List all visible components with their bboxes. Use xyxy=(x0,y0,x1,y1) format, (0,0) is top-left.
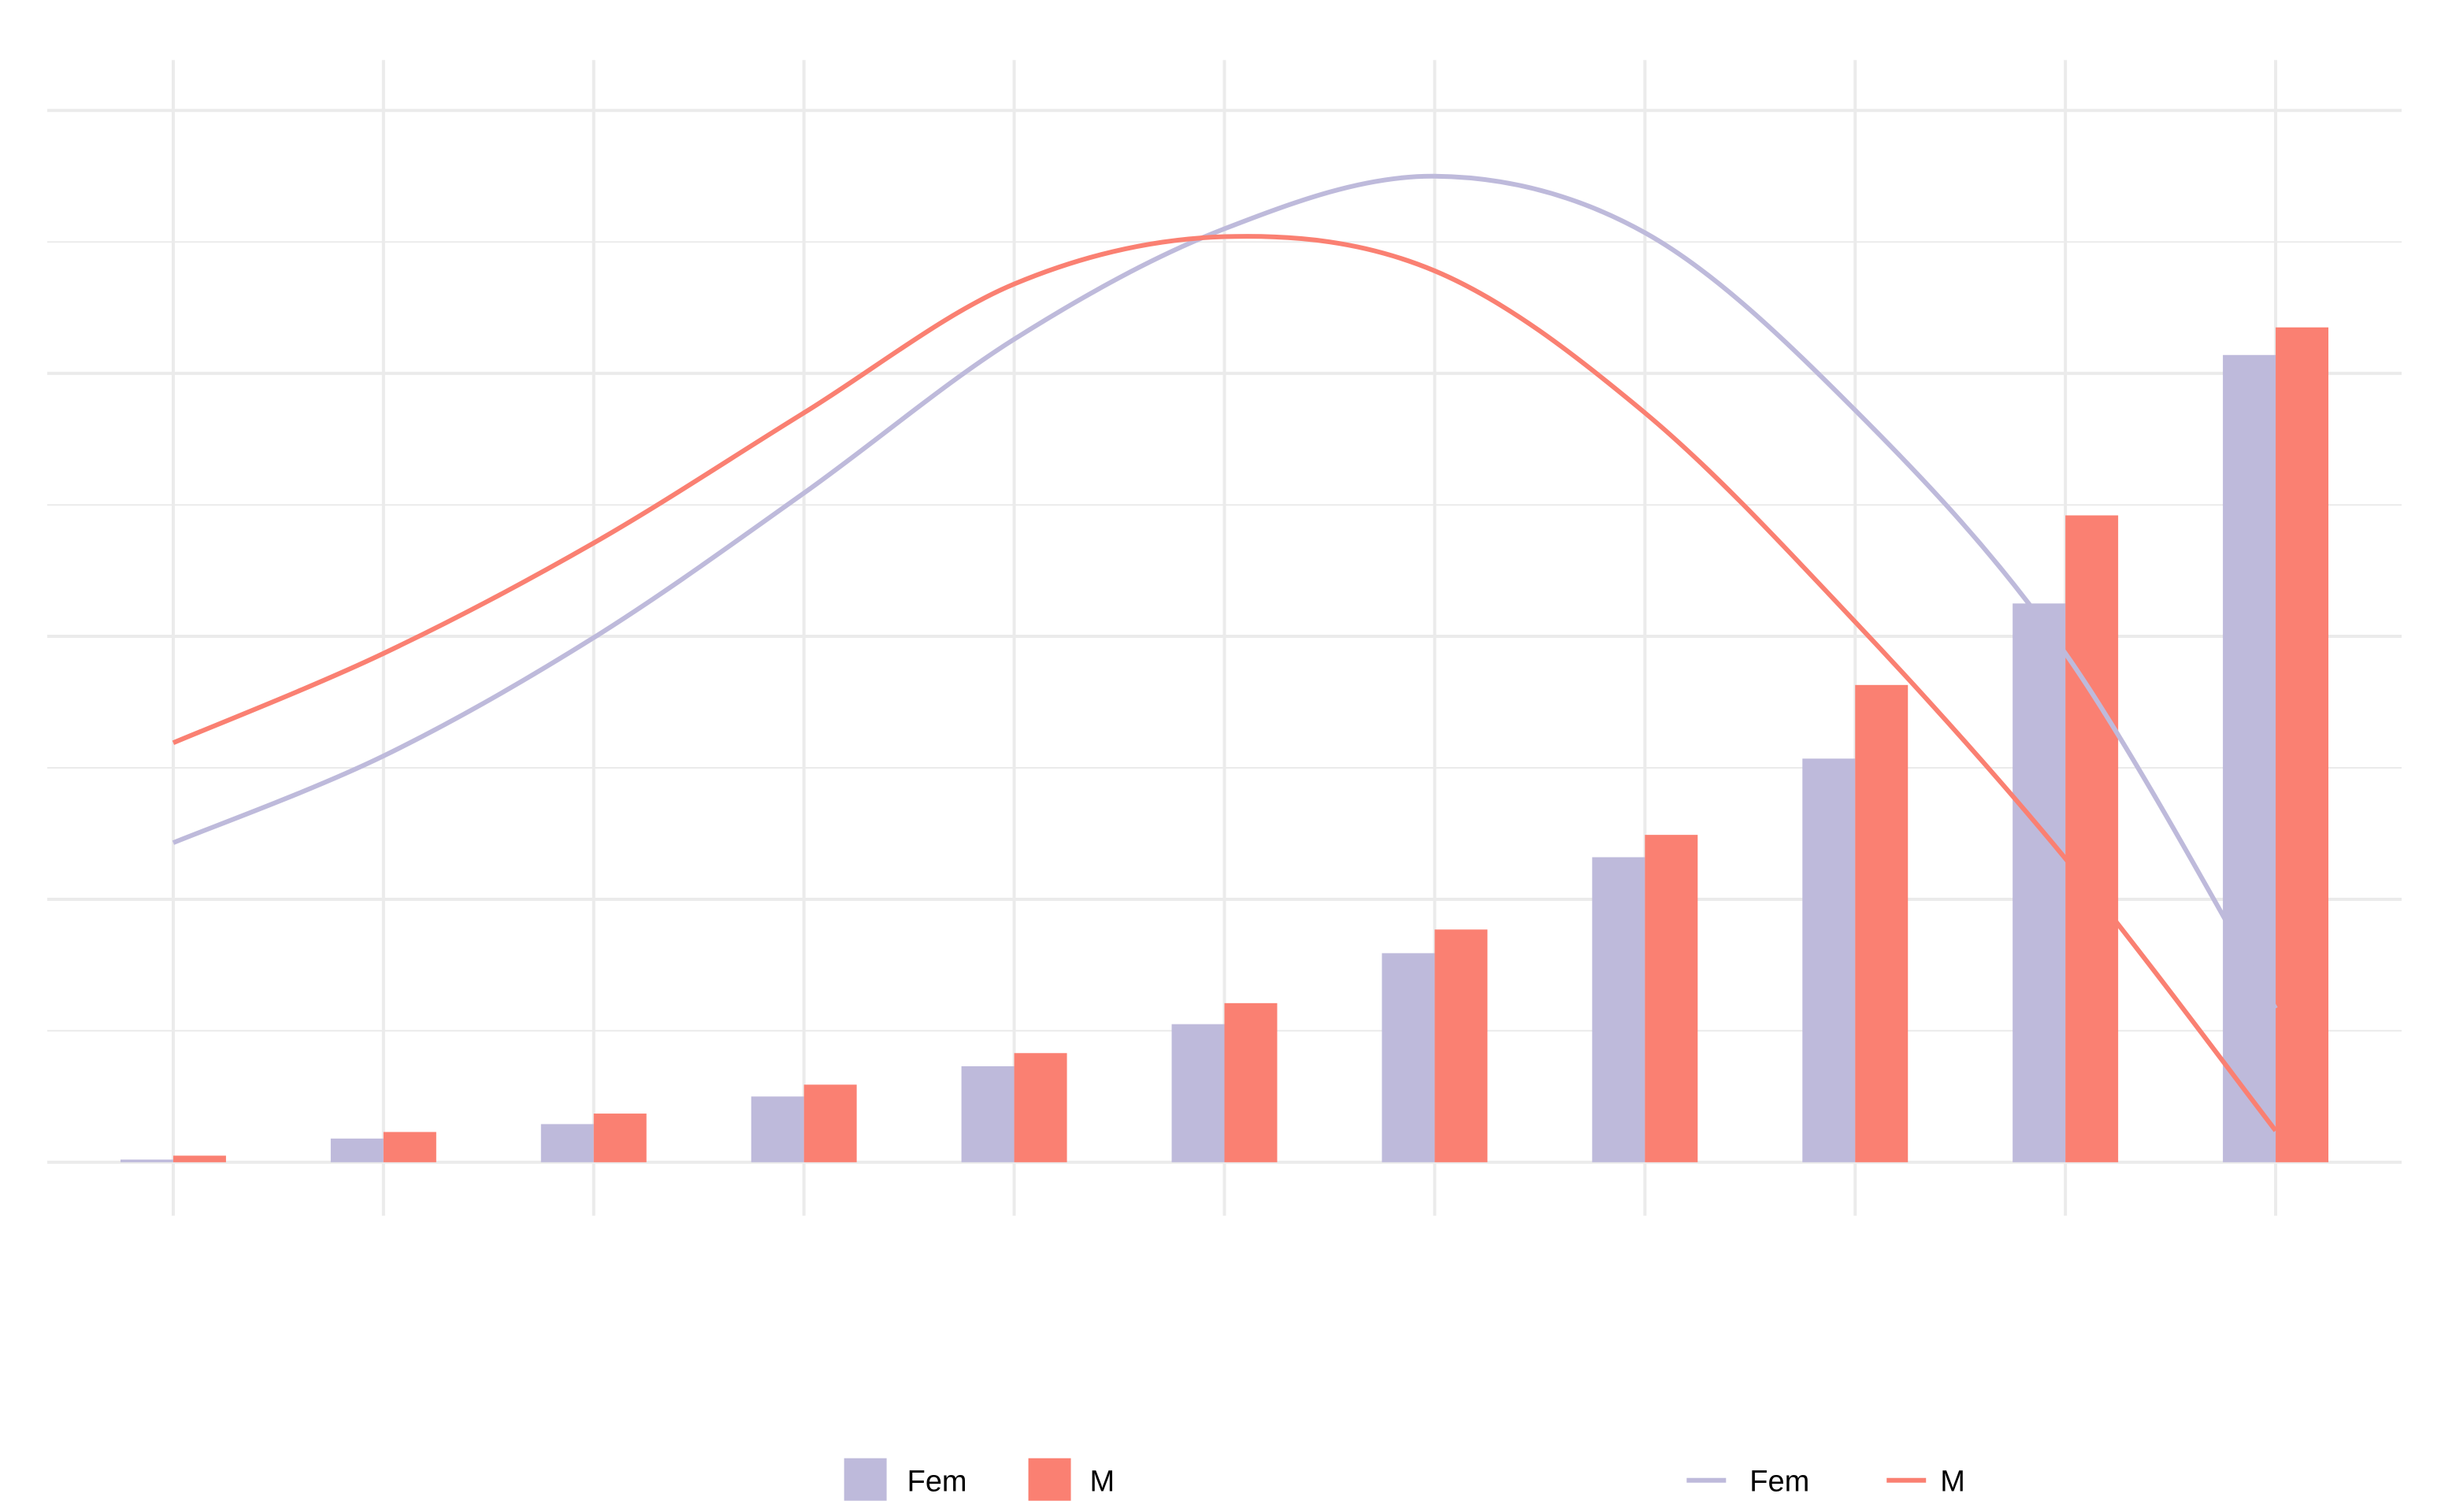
legend-swatch-bar-fem xyxy=(844,1458,887,1501)
bar-m xyxy=(1855,684,1909,1162)
legend-label-bar-fem: Fem xyxy=(907,1466,967,1499)
bar-fem xyxy=(330,1138,384,1162)
legend-swatch-bar-m xyxy=(1028,1458,1071,1501)
line-fem xyxy=(172,173,2278,1010)
bar-fem xyxy=(751,1096,804,1162)
bar-fem xyxy=(2223,354,2276,1162)
bar-m xyxy=(2276,327,2329,1162)
bar-fem xyxy=(540,1124,594,1162)
bar-m xyxy=(593,1114,647,1162)
bar-m xyxy=(2065,515,2119,1162)
bar-fem xyxy=(1382,953,1435,1162)
bar-fem xyxy=(1802,758,1856,1162)
bar-fem xyxy=(2013,603,2066,1162)
bar-m xyxy=(803,1084,857,1162)
bar-fem xyxy=(120,1159,173,1162)
grid xyxy=(46,60,2402,1216)
legend-bars: Fem M xyxy=(844,1458,1115,1501)
lines xyxy=(172,173,2278,1132)
bar-fem xyxy=(1592,857,1645,1162)
line-m xyxy=(172,234,2278,1132)
bars xyxy=(120,327,2329,1162)
bar-m xyxy=(383,1132,436,1162)
bar-m xyxy=(173,1155,226,1162)
legend-label-line-m: M xyxy=(1940,1466,1965,1499)
bar-m xyxy=(1645,835,1698,1162)
legend-label-bar-m: M xyxy=(1090,1466,1115,1499)
bar-m xyxy=(1434,929,1488,1162)
bar-fem xyxy=(1171,1024,1225,1162)
bar-m xyxy=(1224,1002,1278,1162)
legend-label-line-fem: Fem xyxy=(1749,1466,1809,1499)
bar-m xyxy=(1014,1053,1067,1162)
bar-fem xyxy=(961,1065,1015,1162)
legend-lines: Fem M xyxy=(1686,1466,1965,1499)
